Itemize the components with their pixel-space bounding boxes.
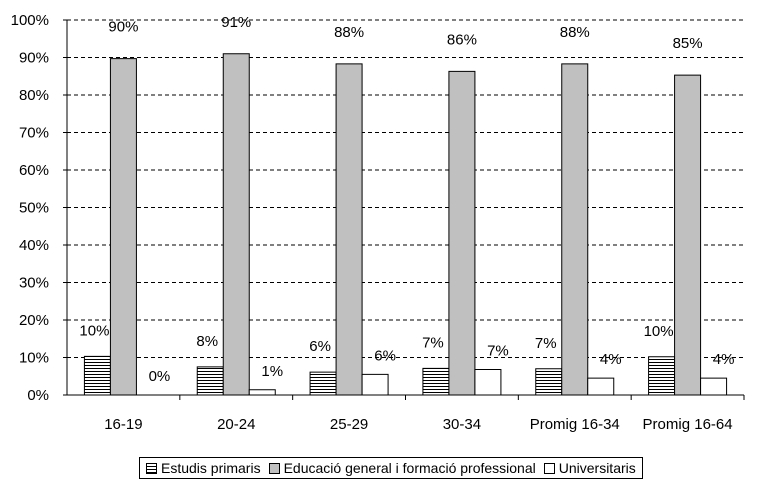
data-label: 85% <box>673 35 703 52</box>
data-label: 90% <box>108 19 138 36</box>
data-label: 8% <box>196 333 218 350</box>
x-axis: 16-19 20-24 25-29 30-34 Promig 16-34 Promig 1… <box>67 394 745 433</box>
x-tick-label: Promig 16-64 <box>643 416 733 433</box>
data-label: 91% <box>221 14 251 31</box>
y-tick-label: 20% <box>19 312 49 329</box>
legend-label-universitaris: Universitaris <box>558 460 636 476</box>
data-label: 88% <box>560 24 590 41</box>
bar <box>422 367 450 396</box>
data-label: 7% <box>487 343 509 360</box>
data-label: 88% <box>334 24 364 41</box>
bar <box>474 369 502 396</box>
legend-swatch-primaris <box>146 462 157 474</box>
y-tick-label: 0% <box>27 387 49 404</box>
legend-swatch-general <box>268 462 280 474</box>
bar <box>561 63 589 396</box>
legend: Estudis primaris Educació general i form… <box>139 457 643 479</box>
bar <box>335 63 363 396</box>
data-label: 6% <box>374 347 396 364</box>
legend-item-primaris: Estudis primaris <box>146 460 261 476</box>
bars <box>83 53 728 396</box>
x-tick-label: 16-19 <box>104 416 142 433</box>
legend-label-general: Educació general i formació professional <box>283 460 536 476</box>
y-tick-label: 80% <box>19 87 49 104</box>
data-label: 10% <box>79 322 109 339</box>
y-tick-label: 90% <box>19 50 49 67</box>
bar <box>448 70 476 396</box>
bar <box>674 74 702 396</box>
bar <box>248 389 276 396</box>
y-tick-label: 60% <box>19 162 49 179</box>
x-tick-label: Promig 16-34 <box>530 416 620 433</box>
y-tick-label: 50% <box>19 200 49 217</box>
y-tick-label: 100% <box>11 12 49 29</box>
legend-item-general: Educació general i formació professional <box>268 460 536 476</box>
data-label: 7% <box>422 334 444 351</box>
bar <box>361 373 389 396</box>
bar <box>587 377 615 396</box>
bar <box>700 377 728 396</box>
data-label: 7% <box>535 335 557 352</box>
data-label: 0% <box>149 368 171 385</box>
data-label: 10% <box>644 323 674 340</box>
y-tick-label: 40% <box>19 237 49 254</box>
x-tick-label: 25-29 <box>330 416 368 433</box>
gridlines <box>67 19 744 358</box>
legend-item-universitaris: Universitaris <box>543 460 636 476</box>
bar <box>535 368 563 396</box>
data-label: 4% <box>600 351 622 368</box>
legend-swatch-universitaris <box>543 462 555 474</box>
data-labels: 10% 90% 0% 8% 91% 1% 6% 88% 6% 7% 86% 7% 7% 88% 4% 10% 8… <box>79 14 734 385</box>
data-label: 6% <box>309 338 331 355</box>
y-tick-label: 70% <box>19 125 49 142</box>
bar <box>196 366 224 396</box>
data-label: 4% <box>713 351 735 368</box>
bar <box>222 53 250 396</box>
data-label: 86% <box>447 31 477 48</box>
bar <box>309 371 337 396</box>
x-tick-label: 20-24 <box>217 416 255 433</box>
y-tick-label: 30% <box>19 275 49 292</box>
bar <box>83 355 111 396</box>
data-label: 1% <box>261 363 283 380</box>
y-tick-label: 10% <box>19 350 49 367</box>
legend-label-primaris: Estudis primaris <box>161 460 261 476</box>
bar <box>648 356 676 396</box>
y-axis: 0% 10% 20% 30% 40% 50% 60% 70% 80% 90% 100% <box>11 12 68 404</box>
bar <box>109 58 137 396</box>
x-tick-label: 30-34 <box>443 416 481 433</box>
